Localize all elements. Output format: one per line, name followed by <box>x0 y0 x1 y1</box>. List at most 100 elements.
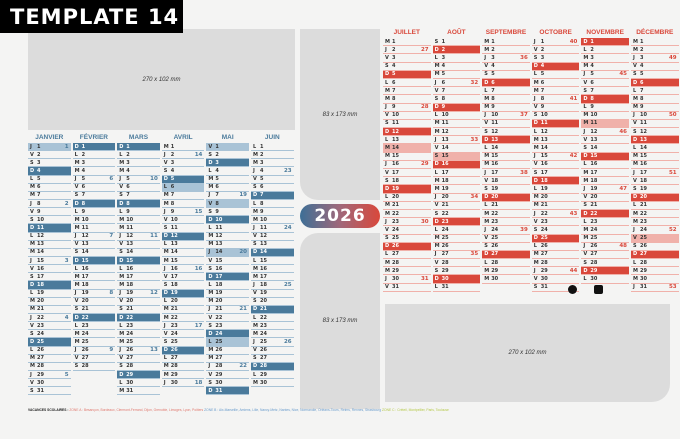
day-row[interactable]: S 17 <box>531 169 580 178</box>
day-row[interactable]: S 28 <box>72 363 116 371</box>
day-row[interactable]: L 11 <box>206 224 249 233</box>
day-row[interactable]: M 15 <box>383 153 431 161</box>
day-row[interactable]: D 20 <box>482 193 530 202</box>
day-row[interactable]: L 28 <box>631 259 679 268</box>
day-row[interactable]: J 30 31 <box>383 275 431 284</box>
day-row[interactable]: L 28 <box>482 259 530 268</box>
image-placeholder-top-left[interactable]: 270 x 102 mm <box>28 29 295 130</box>
day-row[interactable]: V 16 <box>531 161 580 169</box>
day-row[interactable]: J 17 51 <box>631 169 679 178</box>
day-row[interactable]: S 30 <box>206 379 249 388</box>
day-row[interactable]: M 24 <box>72 330 116 339</box>
day-row[interactable]: L 10 <box>432 112 481 120</box>
day-row[interactable]: V 26 <box>251 347 294 355</box>
day-row[interactable]: S 15 <box>432 152 481 161</box>
day-row[interactable]: D 15 <box>581 152 629 161</box>
day-row[interactable]: J 9 28 <box>383 104 431 112</box>
day-row[interactable]: M 17 <box>581 169 629 178</box>
day-row[interactable]: S 27 <box>251 355 294 363</box>
day-row[interactable]: S 14 <box>581 144 629 153</box>
day-row[interactable]: L 29 <box>251 371 294 380</box>
day-row[interactable]: M 11 <box>581 119 629 129</box>
day-row[interactable]: V 11 <box>631 120 679 129</box>
day-row[interactable]: D 30 <box>432 275 481 284</box>
day-row[interactable]: D 29 <box>581 267 629 276</box>
day-row[interactable]: V 28 <box>432 259 481 268</box>
day-row[interactable]: M 31 <box>117 387 160 396</box>
day-row[interactable]: L 13 <box>383 136 431 145</box>
day-row[interactable]: D 15 <box>117 256 160 266</box>
day-row[interactable]: D 12 <box>383 128 431 137</box>
day-row[interactable]: L 21 <box>482 202 530 210</box>
day-row[interactable]: V 17 <box>383 169 431 178</box>
day-row[interactable]: L 24 <box>432 226 481 235</box>
day-row[interactable]: V 24 <box>161 330 205 339</box>
day-row[interactable]: J 12 11 <box>117 233 160 241</box>
day-row[interactable]: D 31 <box>206 387 249 396</box>
day-row[interactable]: V 13 <box>72 241 116 249</box>
day-row[interactable]: S 11 <box>161 224 205 233</box>
day-row[interactable]: D 27 <box>631 250 679 260</box>
day-row[interactable]: V 18 <box>482 177 530 186</box>
day-row[interactable]: M 29 <box>631 267 679 276</box>
day-row[interactable]: J 10 37 <box>482 112 530 120</box>
day-row[interactable]: L 26 <box>28 347 71 355</box>
day-row[interactable]: M 12 <box>206 233 249 241</box>
day-row[interactable]: M 19 <box>206 290 249 298</box>
day-row[interactable]: J 12 46 <box>581 128 629 137</box>
day-row[interactable]: L 14 <box>482 144 530 153</box>
day-row[interactable]: D 17 <box>206 273 249 282</box>
day-row[interactable]: M 15 <box>631 153 679 161</box>
day-row[interactable]: D 26 <box>161 346 205 355</box>
day-row[interactable]: V 27 <box>581 251 629 260</box>
day-row[interactable]: L 17 <box>432 169 481 178</box>
day-row[interactable]: S 21 <box>72 306 116 314</box>
day-row[interactable]: L 26 <box>531 243 580 251</box>
day-row[interactable]: S 12 <box>631 128 679 137</box>
day-row[interactable]: D 26 <box>383 242 431 251</box>
day-row[interactable]: J 26 9 <box>72 347 116 355</box>
day-row[interactable]: M 30 <box>251 379 294 388</box>
day-row[interactable]: L 20 <box>383 194 431 202</box>
day-row[interactable]: L 30 <box>117 379 160 388</box>
day-row[interactable]: M 20 <box>28 298 71 306</box>
day-row[interactable]: M 30 <box>482 275 530 284</box>
day-row[interactable]: S 21 <box>581 202 629 210</box>
day-row[interactable]: M 24 <box>581 226 629 235</box>
day-row[interactable]: J 1 40 <box>531 38 580 47</box>
day-row[interactable]: J 19 47 <box>581 185 629 194</box>
day-row[interactable]: M 13 <box>28 241 71 249</box>
day-row[interactable]: M 26 <box>432 243 481 251</box>
day-row[interactable]: V 13 <box>117 241 160 249</box>
day-row[interactable]: L 23 <box>117 322 160 331</box>
day-row[interactable]: M 17 <box>251 273 294 282</box>
day-row[interactable]: J 29 5 <box>28 371 71 380</box>
day-row[interactable]: S 18 <box>161 281 205 290</box>
